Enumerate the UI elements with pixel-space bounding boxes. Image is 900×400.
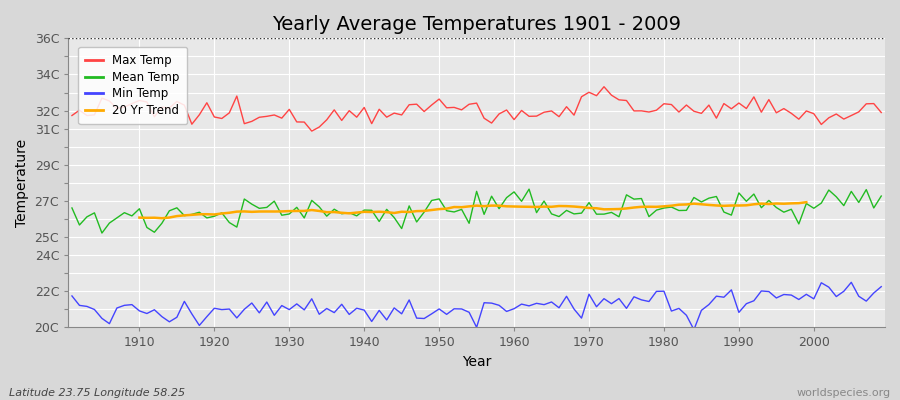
Legend: Max Temp, Mean Temp, Min Temp, 20 Yr Trend: Max Temp, Mean Temp, Min Temp, 20 Yr Tre… — [78, 47, 187, 124]
Text: Latitude 23.75 Longitude 58.25: Latitude 23.75 Longitude 58.25 — [9, 388, 185, 398]
X-axis label: Year: Year — [462, 355, 491, 369]
Text: worldspecies.org: worldspecies.org — [796, 388, 891, 398]
Title: Yearly Average Temperatures 1901 - 2009: Yearly Average Temperatures 1901 - 2009 — [272, 15, 681, 34]
Y-axis label: Temperature: Temperature — [15, 139, 29, 227]
